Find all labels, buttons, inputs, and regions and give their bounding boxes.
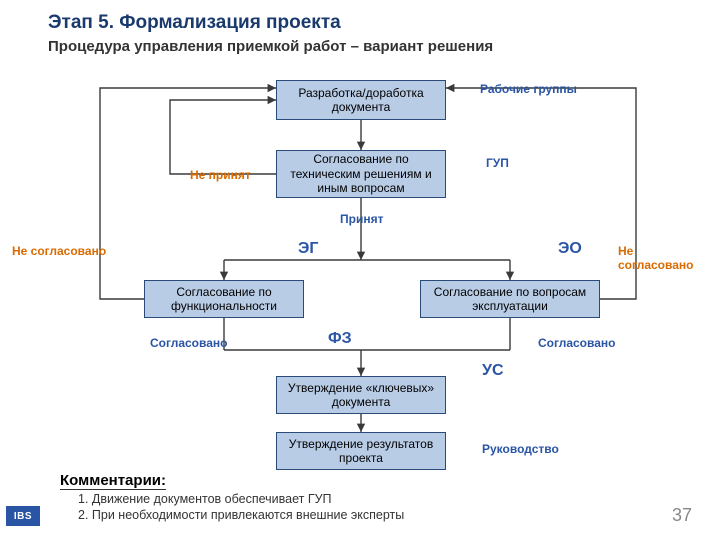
label-ruk: Руководство: [482, 442, 559, 456]
label-gup: ГУП: [486, 156, 509, 170]
label-eo: ЭО: [558, 240, 582, 258]
page-number: 37: [672, 505, 692, 526]
box-expl: Согласование по вопросам эксплуатации: [420, 280, 600, 318]
label-not-approved-right-2: согласовано: [618, 258, 693, 272]
label-approved-left: Согласовано: [150, 336, 227, 350]
label-not-approved-left: Не согласовано: [12, 244, 106, 258]
box-tech: Согласование по техническим решениям и и…: [276, 150, 446, 198]
label-rg: Рабочие группы: [480, 82, 577, 96]
label-not-accepted: Не принят: [190, 168, 251, 182]
comments-header: Комментарии:: [60, 472, 166, 490]
page-subtitle: Процедура управления приемкой работ – ва…: [48, 38, 493, 55]
box-dev: Разработка/доработка документа: [276, 80, 446, 120]
comment-1: 1. Движение документов обеспечивает ГУП: [78, 492, 332, 506]
box-results: Утверждение результатов проекта: [276, 432, 446, 470]
label-not-approved-right-1: Не: [618, 244, 633, 258]
label-us: УС: [482, 362, 504, 380]
comment-2: 2. При необходимости привлекаются внешни…: [78, 508, 404, 522]
box-func: Согласование по функциональности: [144, 280, 304, 318]
page-title: Этап 5. Формализация проекта: [48, 12, 341, 34]
box-key: Утверждение «ключевых» документа: [276, 376, 446, 414]
label-fz: ФЗ: [328, 330, 352, 348]
label-accepted: Принят: [340, 212, 383, 226]
logo-badge: IBS: [6, 506, 40, 526]
label-approved-right: Согласовано: [538, 336, 615, 350]
label-eg: ЭГ: [298, 240, 318, 258]
